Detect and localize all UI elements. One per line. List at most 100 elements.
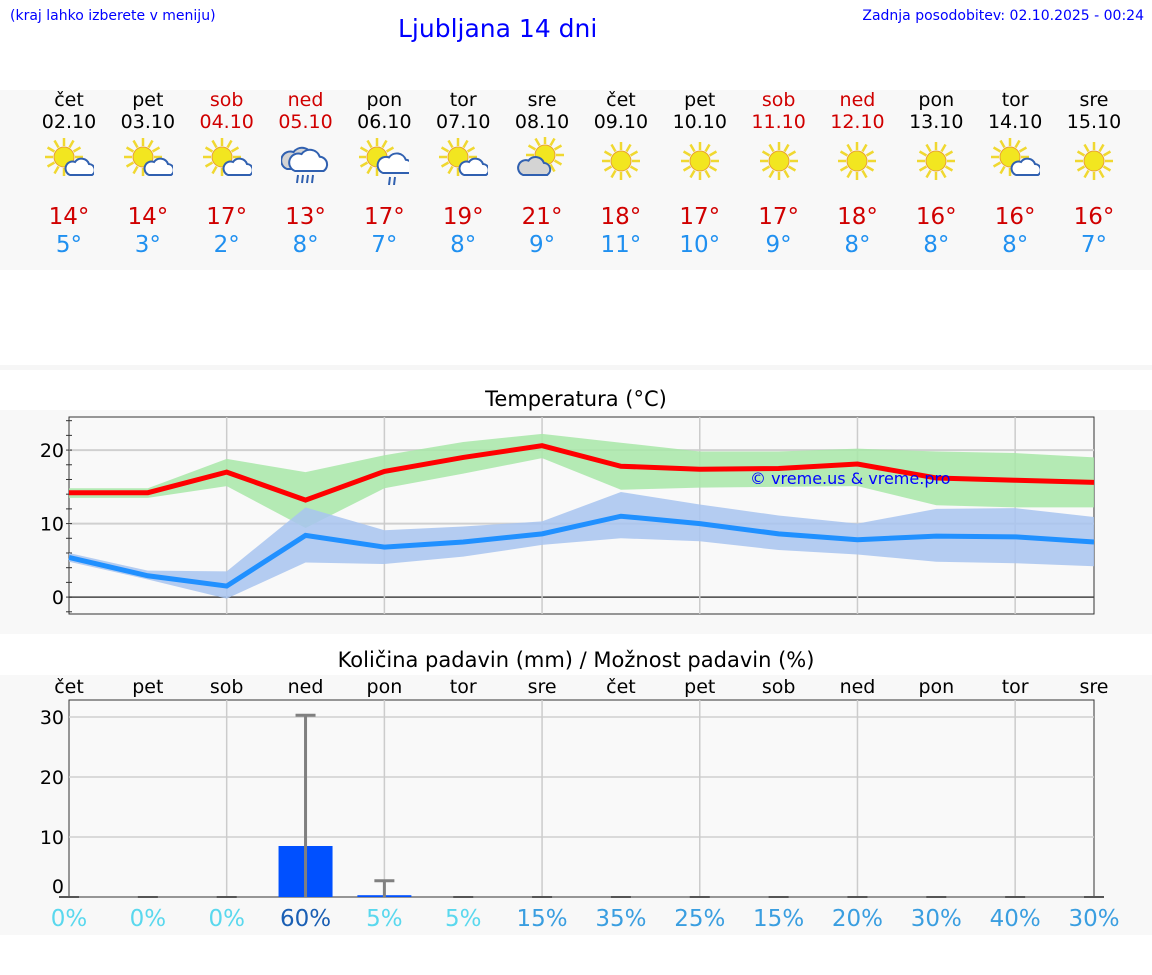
day-name: čet bbox=[54, 89, 84, 111]
divider bbox=[0, 365, 1152, 370]
day-name: pon bbox=[366, 89, 403, 111]
forecast-day: tor 14.10 16° 8° bbox=[975, 89, 1055, 259]
day-date: 04.10 bbox=[199, 111, 254, 133]
x-category-label: pet bbox=[132, 676, 163, 698]
forecast-day: sob 04.10 17° 2° bbox=[187, 89, 267, 259]
x-category-label: čet bbox=[54, 676, 84, 698]
forecast-day: pet 10.10 17° 10° bbox=[660, 89, 740, 259]
y-tick-label: 10 bbox=[40, 827, 64, 849]
temperature-chart-title: Temperatura (°C) bbox=[485, 387, 667, 411]
max-temp: 14° bbox=[127, 204, 169, 230]
day-date: 09.10 bbox=[593, 111, 649, 133]
min-temp: 8° bbox=[923, 232, 950, 258]
day-name: ned bbox=[287, 89, 324, 111]
min-temp: 7° bbox=[1080, 232, 1108, 258]
min-temp: 9° bbox=[765, 232, 792, 258]
sun-cloud-rain-icon bbox=[359, 138, 410, 185]
max-temp: 14° bbox=[48, 204, 90, 230]
max-temp: 16° bbox=[1073, 204, 1115, 230]
day-name: sob bbox=[209, 89, 244, 111]
day-name: pet bbox=[132, 89, 164, 111]
day-name: čet bbox=[606, 89, 636, 111]
precipitation-probability: 0% bbox=[51, 906, 88, 932]
max-temp: 17° bbox=[206, 204, 248, 230]
max-temp-range-band bbox=[69, 433, 1094, 528]
y-tick-label: 20 bbox=[40, 440, 64, 462]
day-date: 06.10 bbox=[357, 111, 412, 133]
x-category-label: čet bbox=[606, 676, 636, 698]
max-temp: 21° bbox=[521, 204, 563, 230]
day-date: 11.10 bbox=[751, 111, 806, 133]
cloud-sun-icon bbox=[517, 137, 565, 176]
sun-icon bbox=[1075, 142, 1113, 180]
day-date: 13.10 bbox=[909, 111, 964, 133]
y-tick-label: 0 bbox=[52, 587, 64, 609]
precipitation-probability: 0% bbox=[208, 906, 245, 932]
max-temp-line bbox=[69, 443, 1095, 503]
forecast-day: tor 07.10 19° 8° bbox=[423, 89, 503, 259]
min-temp: 10° bbox=[679, 232, 721, 258]
day-date: 10.10 bbox=[672, 111, 727, 133]
x-category-label: tor bbox=[450, 676, 477, 698]
sun-icon bbox=[601, 142, 640, 180]
min-temp: 11° bbox=[600, 232, 642, 258]
precipitation-probability: 60% bbox=[280, 906, 331, 932]
precipitation-probability: 30% bbox=[911, 906, 962, 932]
day-date: 14.10 bbox=[987, 111, 1043, 133]
x-category-label: ned bbox=[288, 676, 324, 698]
location-hint: (kraj lahko izberete v meniju) bbox=[10, 8, 216, 24]
precipitation-probability: 40% bbox=[990, 906, 1041, 932]
max-temp: 16° bbox=[915, 204, 957, 230]
sun-icon bbox=[759, 142, 798, 180]
precipitation-probability: 15% bbox=[517, 906, 568, 932]
precipitation-probability: 5% bbox=[445, 906, 482, 932]
max-temp: 16° bbox=[994, 204, 1036, 230]
min-temp: 3° bbox=[134, 232, 161, 258]
max-temp: 17° bbox=[679, 204, 721, 230]
min-temp-range-band bbox=[69, 491, 1094, 599]
forecast-day: sob 11.10 17° 9° bbox=[739, 89, 819, 259]
x-category-label: sob bbox=[210, 676, 244, 698]
precipitation-probability: 0% bbox=[130, 906, 167, 932]
max-temp: 13° bbox=[285, 204, 326, 230]
day-date: 07.10 bbox=[436, 111, 491, 133]
sun-icon bbox=[917, 142, 956, 180]
x-category-label: pon bbox=[918, 676, 954, 698]
day-date: 15.10 bbox=[1066, 111, 1122, 133]
forecast-day: čet 09.10 18° 11° bbox=[581, 89, 661, 259]
y-tick-label: 30 bbox=[40, 707, 64, 729]
y-tick-label: 20 bbox=[40, 767, 64, 789]
forecast-day: sre 15.10 16° 7° bbox=[1054, 89, 1134, 259]
day-name: ned bbox=[839, 89, 876, 111]
last-update: Zadnja posodobitev: 02.10.2025 - 00:24 bbox=[862, 8, 1144, 24]
day-name: tor bbox=[1001, 89, 1029, 111]
forecast-strip bbox=[0, 90, 1152, 270]
max-temp: 18° bbox=[600, 204, 642, 230]
x-category-label: ned bbox=[840, 676, 876, 698]
precipitation-probability: 30% bbox=[1068, 906, 1119, 932]
day-name: tor bbox=[449, 89, 477, 111]
min-temp: 2° bbox=[213, 232, 240, 258]
day-date: 12.10 bbox=[830, 111, 885, 133]
day-name: sre bbox=[527, 89, 557, 111]
sun-cloud-icon bbox=[123, 138, 173, 176]
sun-cloud-icon bbox=[991, 138, 1041, 176]
min-temp: 7° bbox=[371, 232, 398, 258]
precipitation-probability: 20% bbox=[832, 906, 883, 932]
forecast-day: pon 13.10 16° 8° bbox=[896, 89, 976, 259]
max-temp: 17° bbox=[758, 204, 799, 230]
day-date: 05.10 bbox=[278, 111, 333, 133]
max-temp: 17° bbox=[363, 204, 405, 230]
x-category-label: sob bbox=[762, 676, 796, 698]
y-tick-label: 0 bbox=[52, 876, 64, 898]
min-temp: 9° bbox=[528, 232, 556, 258]
precipitation-plot-area bbox=[68, 699, 1095, 898]
day-date: 08.10 bbox=[514, 111, 570, 133]
min-temp: 8° bbox=[450, 232, 477, 258]
x-category-label: pet bbox=[684, 676, 715, 698]
forecast-day: čet 02.10 14° 5° bbox=[29, 89, 109, 259]
forecast-day: pet 03.10 14° 3° bbox=[108, 89, 188, 259]
sun-icon bbox=[680, 142, 719, 180]
page-title: Ljubljana 14 dni bbox=[398, 14, 598, 43]
